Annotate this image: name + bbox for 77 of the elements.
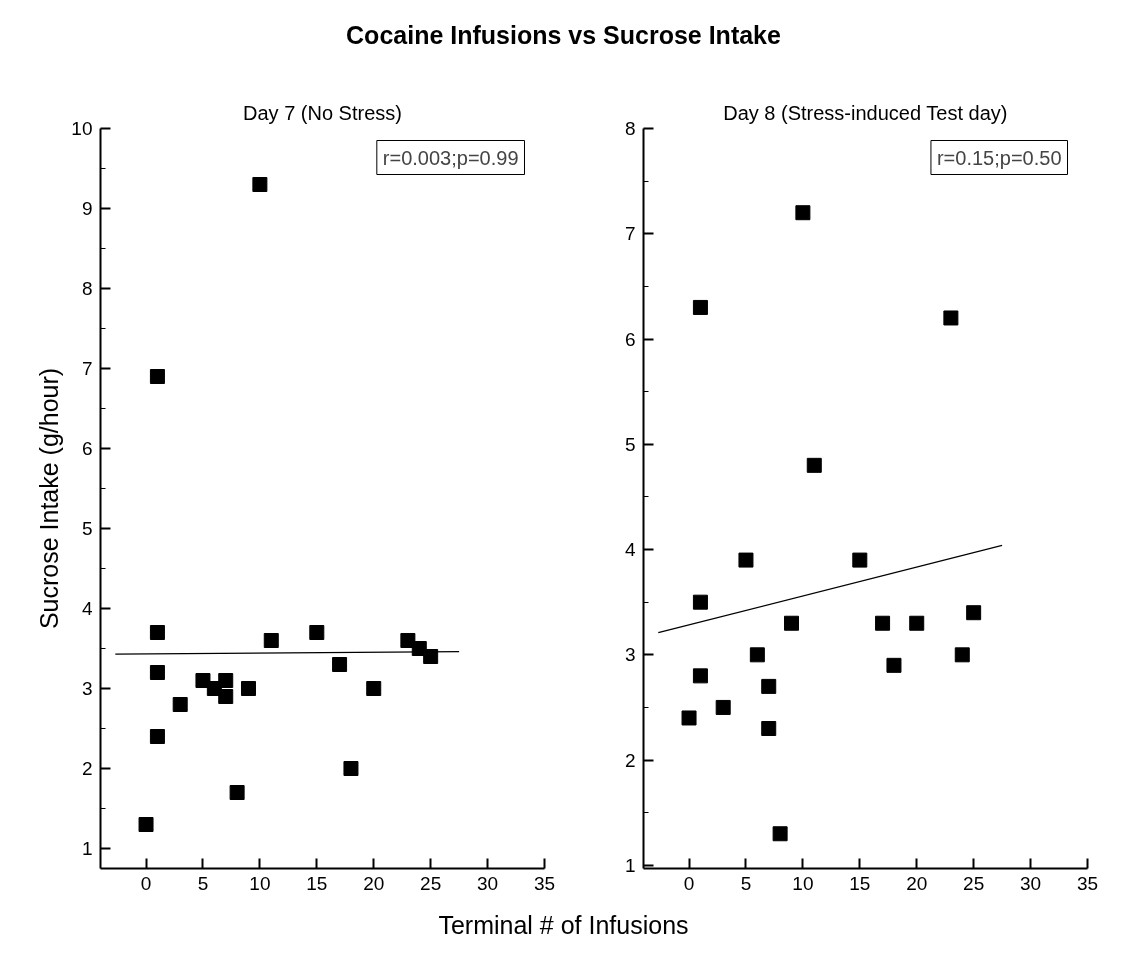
- chart-subtitle: Day 8 (Stress-induced Test day): [723, 101, 1008, 124]
- annotation: r=0.15;p=0.50: [936, 146, 1062, 169]
- y-tick-label: 3: [81, 678, 93, 699]
- point: [252, 177, 268, 192]
- point: [149, 665, 165, 680]
- y-tick-label: 7: [81, 358, 93, 379]
- point: [761, 678, 777, 694]
- point: [366, 681, 382, 696]
- x-tick-label: 25: [963, 872, 985, 894]
- x-tick-label: 10: [249, 872, 271, 894]
- x-tick-label: 30: [477, 872, 499, 894]
- y-tick-label: 8: [81, 278, 93, 299]
- point: [909, 615, 925, 631]
- y-tick-label: 9: [81, 198, 93, 219]
- point: [149, 625, 165, 640]
- y-tick-label: 10: [71, 118, 93, 139]
- point: [954, 647, 970, 663]
- x-tick-label: 20: [906, 872, 928, 894]
- y-tick-label: 2: [81, 758, 93, 779]
- point: [715, 699, 731, 715]
- point: [229, 785, 245, 800]
- x-tick-label: 30: [1020, 872, 1042, 894]
- chart-title: Cocaine Infusions vs Sucrose Intake: [346, 20, 781, 51]
- y-tick-label: 4: [81, 598, 93, 619]
- point: [332, 657, 348, 672]
- point: [806, 457, 822, 473]
- point: [772, 826, 788, 842]
- y-tick-label: 2: [624, 749, 636, 771]
- y-tick-label: 5: [81, 518, 93, 539]
- point: [886, 657, 902, 673]
- y-axis-title: Sucrose Intake (g/hour): [35, 367, 64, 630]
- point: [795, 205, 811, 221]
- x-tick-label: 10: [792, 872, 814, 894]
- point: [343, 761, 359, 776]
- x-tick-label: 35: [1076, 872, 1099, 894]
- point: [218, 673, 234, 688]
- x-tick-label: 0: [683, 872, 695, 894]
- point: [692, 594, 708, 610]
- y-tick-label: 5: [624, 433, 636, 455]
- y-tick-label: 6: [624, 328, 636, 350]
- point: [943, 310, 959, 326]
- point: [875, 615, 891, 631]
- point: [149, 729, 165, 744]
- point: [681, 710, 697, 726]
- point: [692, 668, 708, 684]
- chart-subtitle: Day 7 (No Stress): [243, 101, 402, 124]
- point: [738, 552, 754, 568]
- x-tick-label: 25: [420, 872, 442, 894]
- point: [749, 647, 765, 663]
- y-tick-label: 1: [81, 838, 93, 859]
- point: [761, 721, 777, 736]
- point: [172, 697, 188, 712]
- x-tick-label: 35: [533, 872, 556, 894]
- point: [263, 633, 279, 648]
- x-axis-title: Terminal # of Infusions: [438, 910, 689, 941]
- y-tick-label: 6: [81, 438, 93, 459]
- x-tick-label: 15: [849, 872, 871, 894]
- y-tick-label: 3: [624, 644, 636, 666]
- point: [309, 625, 325, 640]
- point: [149, 369, 165, 384]
- x-tick-label: 20: [363, 872, 385, 894]
- point: [852, 552, 868, 568]
- y-tick-label: 7: [624, 223, 636, 245]
- y-tick-label: 1: [624, 854, 636, 876]
- x-tick-label: 15: [306, 872, 328, 894]
- x-tick-label: 5: [197, 872, 209, 894]
- x-tick-label: 5: [740, 872, 752, 894]
- x-tick-label: 0: [140, 872, 152, 894]
- point: [692, 299, 708, 315]
- y-tick-label: 8: [624, 118, 636, 139]
- point: [241, 681, 256, 696]
- point: [966, 605, 982, 621]
- point: [138, 817, 154, 832]
- y-tick-label: 4: [624, 539, 636, 561]
- point: [784, 615, 799, 631]
- annotation: r=0.003;p=0.99: [382, 146, 519, 169]
- point: [218, 689, 234, 704]
